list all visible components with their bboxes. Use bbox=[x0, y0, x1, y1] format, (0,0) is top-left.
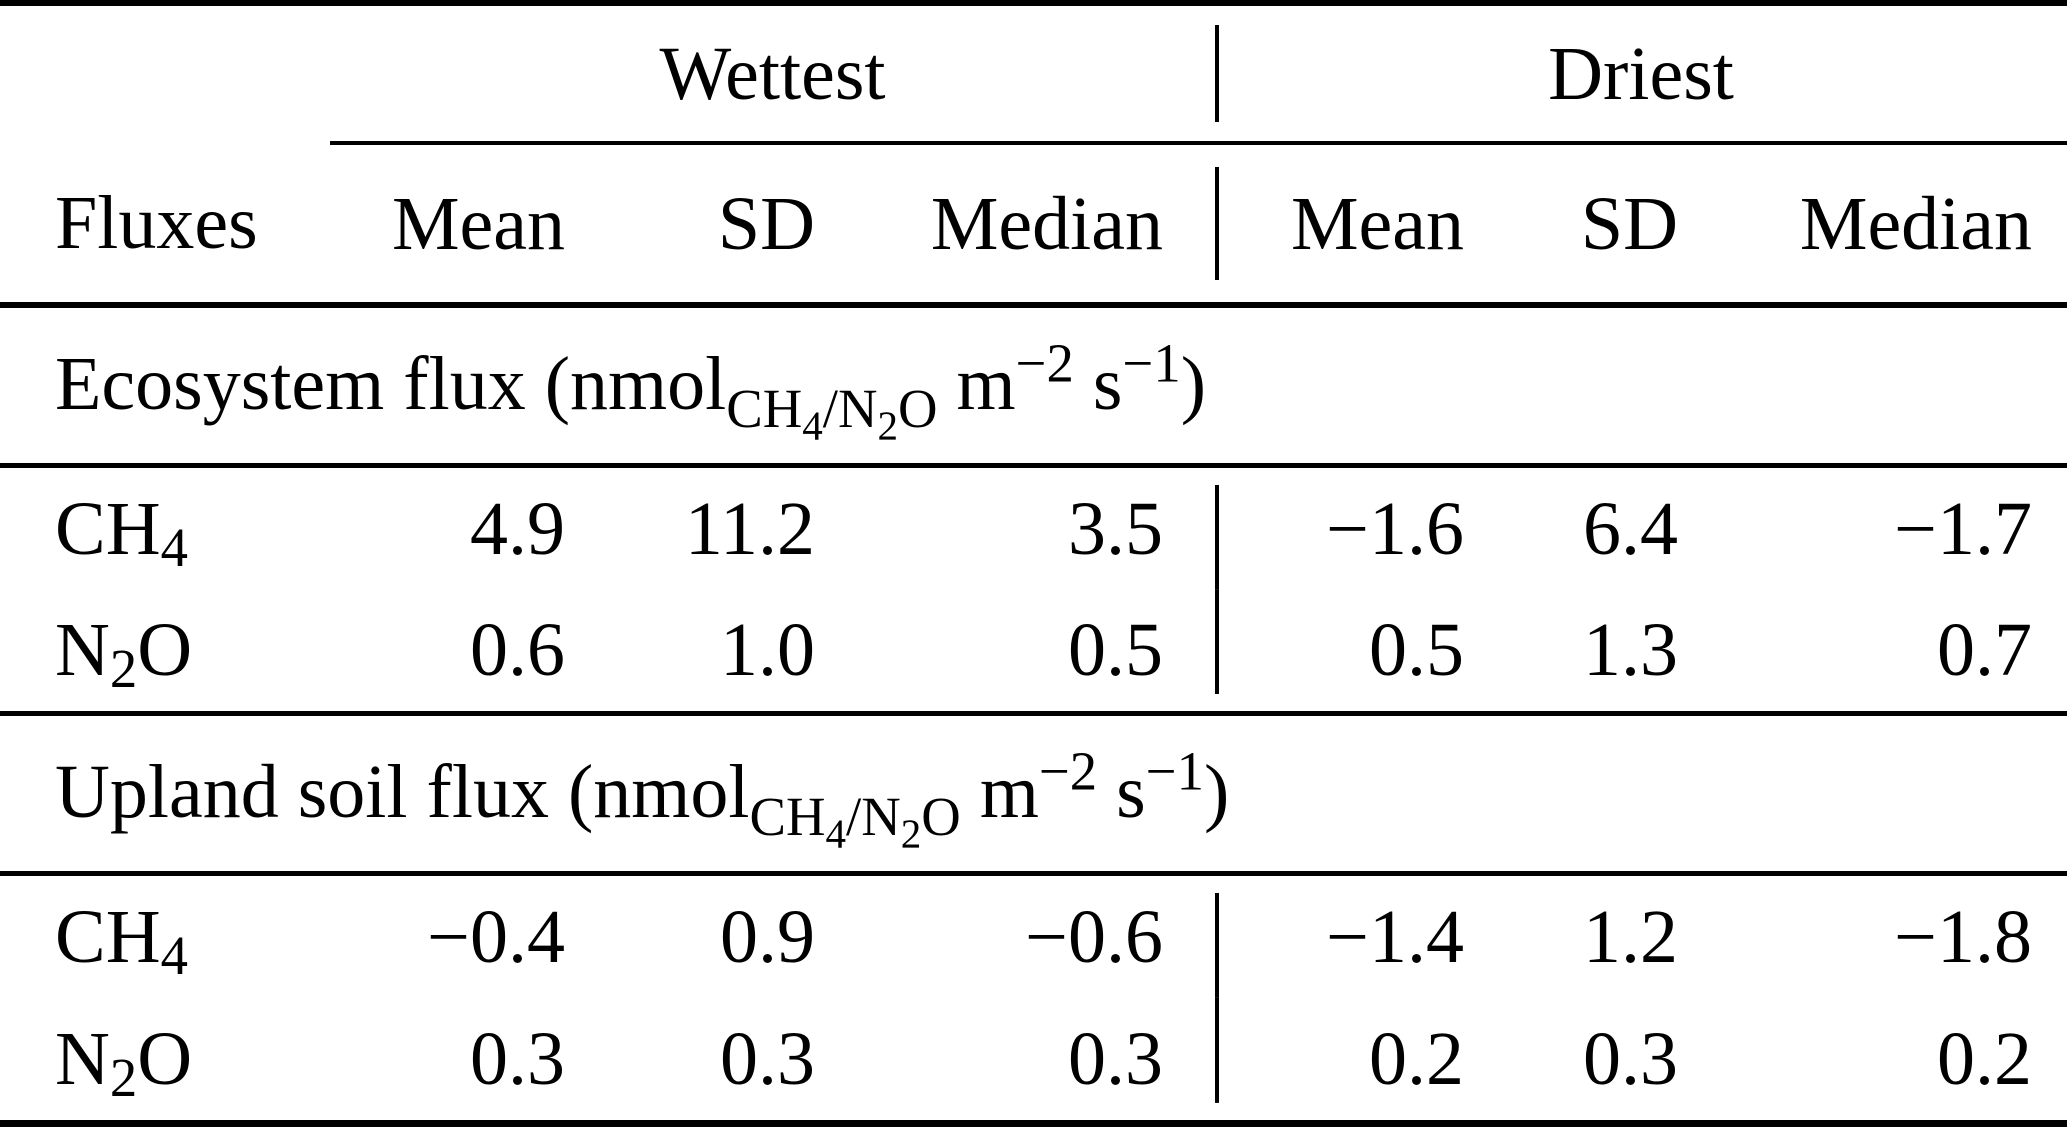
group-header-empty-cell bbox=[0, 3, 330, 143]
cell-ecosystem-n2o-wettest-mean: 0.6 bbox=[330, 589, 590, 716]
unit-m: m bbox=[960, 750, 1039, 835]
section-title-upland-soil-flux: Upland soil flux (nmolCH4/N2O m−2 s−1) bbox=[0, 713, 2067, 877]
cell-upland-ch4-wettest-sd: 0.9 bbox=[720, 894, 815, 979]
cell-upland-n2o-driest-mean: 0.2 bbox=[1215, 997, 1481, 1124]
group-header-wettest: Wettest bbox=[330, 3, 1216, 146]
cell-upland-ch4-driest-median: −1.8 bbox=[1894, 894, 2033, 979]
unit-m-exponent: −2 bbox=[1015, 333, 1074, 395]
column-header-fluxes: Fluxes bbox=[0, 143, 330, 309]
section-header-row-upland: Upland soil flux (nmolCH4/N2O m−2 s−1) bbox=[0, 713, 2067, 877]
column-header-driest-median: Median bbox=[1695, 143, 2067, 309]
row-label-n2o: N2O bbox=[0, 589, 330, 716]
cell-upland-n2o-driest-median: 0.2 bbox=[1937, 1016, 2033, 1101]
row-label-ch4: CH4 bbox=[55, 486, 188, 578]
cell-ecosystem-n2o-wettest-sd: 1.0 bbox=[590, 589, 835, 716]
unit-m: m bbox=[937, 342, 1016, 427]
cell-ecosystem-n2o-wettest-median: 0.5 bbox=[835, 589, 1216, 716]
cell-upland-n2o-wettest-median: 0.3 bbox=[1068, 1016, 1164, 1101]
group-header-row: Wettest Driest bbox=[0, 3, 2067, 146]
cell-ecosystem-ch4-wettest-sd: 11.2 bbox=[684, 486, 815, 571]
unit-s: s bbox=[1097, 750, 1146, 835]
cell-ecosystem-n2o-driest-sd: 1.3 bbox=[1480, 589, 1696, 716]
column-header-row: Fluxes Mean SD Median Mean SD Median bbox=[0, 143, 2067, 309]
section-title-ecosystem-flux: Ecosystem flux (nmolCH4/N2O m−2 s−1) bbox=[0, 305, 2067, 469]
section-header-row-ecosystem: Ecosystem flux (nmolCH4/N2O m−2 s−1) bbox=[0, 305, 2067, 469]
data-row-ecosystem-n2o: N2O 0.6 1.0 0.5 0.5 1.3 0.7 bbox=[0, 589, 2067, 716]
data-row-upland-n2o: N2O 0.3 0.3 0.3 0.2 0.3 0.2 bbox=[0, 997, 2067, 1124]
unit-s: s bbox=[1073, 342, 1123, 427]
cell-ecosystem-ch4-driest-median: −1.7 bbox=[1894, 486, 2033, 571]
unit-s-exponent: −1 bbox=[1122, 333, 1181, 395]
column-header-wettest-median: Median bbox=[835, 143, 1216, 309]
row-label-n2o: N2O bbox=[55, 1016, 193, 1108]
cell-ecosystem-ch4-wettest-mean: 4.9 bbox=[470, 486, 565, 571]
cell-upland-n2o-wettest-sd: 0.3 bbox=[720, 1016, 815, 1101]
unit-s-exponent: −1 bbox=[1145, 740, 1204, 802]
cell-upland-ch4-driest-sd: 1.2 bbox=[1583, 894, 1679, 979]
cell-upland-n2o-driest-sd: 0.3 bbox=[1583, 1016, 1679, 1101]
cell-ecosystem-ch4-driest-sd: 6.4 bbox=[1583, 486, 1679, 571]
column-header-driest-mean: Mean bbox=[1215, 143, 1481, 309]
cell-upland-ch4-driest-mean: −1.4 bbox=[1215, 873, 1481, 998]
data-row-ecosystem-ch4: CH4 4.9 11.2 3.5 −1.6 6.4 −1.7 bbox=[0, 465, 2067, 590]
gas-subscript: CH4/N2O bbox=[726, 377, 938, 449]
section-title-close-paren: ) bbox=[1203, 750, 1230, 835]
cell-upland-ch4-wettest-mean: −0.4 bbox=[427, 894, 565, 979]
cell-ecosystem-ch4-wettest-median: 3.5 bbox=[1068, 486, 1164, 571]
cell-ecosystem-n2o-driest-median: 0.7 bbox=[1695, 589, 2067, 716]
column-header-driest-sd: SD bbox=[1480, 143, 1696, 309]
section-title-lead: Ecosystem flux (nmol bbox=[55, 342, 727, 427]
cell-ecosystem-n2o-driest-mean: 0.5 bbox=[1215, 589, 1481, 716]
unit-m-exponent: −2 bbox=[1038, 740, 1098, 802]
section-title-lead: Upland soil flux (nmol bbox=[55, 750, 750, 835]
cell-upland-n2o-wettest-mean: 0.3 bbox=[470, 1016, 565, 1101]
gas-subscript: CH4/N2O bbox=[749, 785, 961, 857]
data-row-upland-ch4: CH4 −0.4 0.9 −0.6 −1.4 1.2 −1.8 bbox=[0, 873, 2067, 998]
group-header-driest: Driest bbox=[1215, 3, 2067, 146]
cell-ecosystem-ch4-driest-mean: −1.6 bbox=[1215, 465, 1481, 590]
cell-upland-ch4-wettest-median: −0.6 bbox=[1025, 894, 1164, 979]
column-header-wettest-sd: SD bbox=[590, 143, 835, 309]
column-header-wettest-mean: Mean bbox=[330, 143, 590, 309]
section-title-close-paren: ) bbox=[1180, 342, 1207, 427]
row-label-ch4: CH4 bbox=[55, 894, 188, 986]
